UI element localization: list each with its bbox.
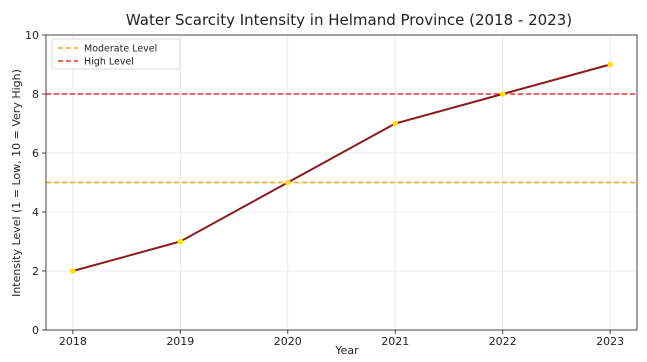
x-tick-label: 2023 xyxy=(596,335,624,348)
data-point xyxy=(284,179,291,186)
legend-label: High Level xyxy=(84,57,134,68)
x-tick-label: 2022 xyxy=(489,335,517,348)
series-line xyxy=(72,63,611,272)
legend-label: Moderate Level xyxy=(84,44,157,55)
reference-lines xyxy=(46,93,637,184)
y-axis-label: Intensity Level (1 = Low, 10 = Very High… xyxy=(10,69,23,297)
y-tick-label: 10 xyxy=(25,29,39,42)
series-layer xyxy=(70,61,613,274)
chart-title: Water Scarcity Intensity in Helmand Prov… xyxy=(126,11,572,29)
x-axis-label: Year xyxy=(334,344,359,357)
y-tick-label: 4 xyxy=(32,206,39,219)
y-tick-label: 2 xyxy=(32,265,39,278)
axes: 2018 2019 2020 2021 2022 2023 0 2 4 6 8 10 xyxy=(25,29,638,348)
x-tick-label: 2019 xyxy=(166,335,194,348)
legend-box xyxy=(51,38,181,70)
plot-frame xyxy=(45,34,638,331)
data-point xyxy=(607,61,613,68)
data-point xyxy=(177,238,184,245)
y-tick-label: 0 xyxy=(32,324,39,337)
x-tick-label: 2020 xyxy=(274,335,302,348)
data-point xyxy=(392,120,399,127)
legend: Moderate Level High Level xyxy=(51,38,181,70)
x-tick-label: 2021 xyxy=(381,335,409,348)
x-tick-label: 2018 xyxy=(59,335,87,348)
y-tick-label: 6 xyxy=(32,147,39,160)
data-point xyxy=(70,268,76,274)
y-tick-label: 8 xyxy=(32,88,39,101)
data-point xyxy=(499,91,506,97)
